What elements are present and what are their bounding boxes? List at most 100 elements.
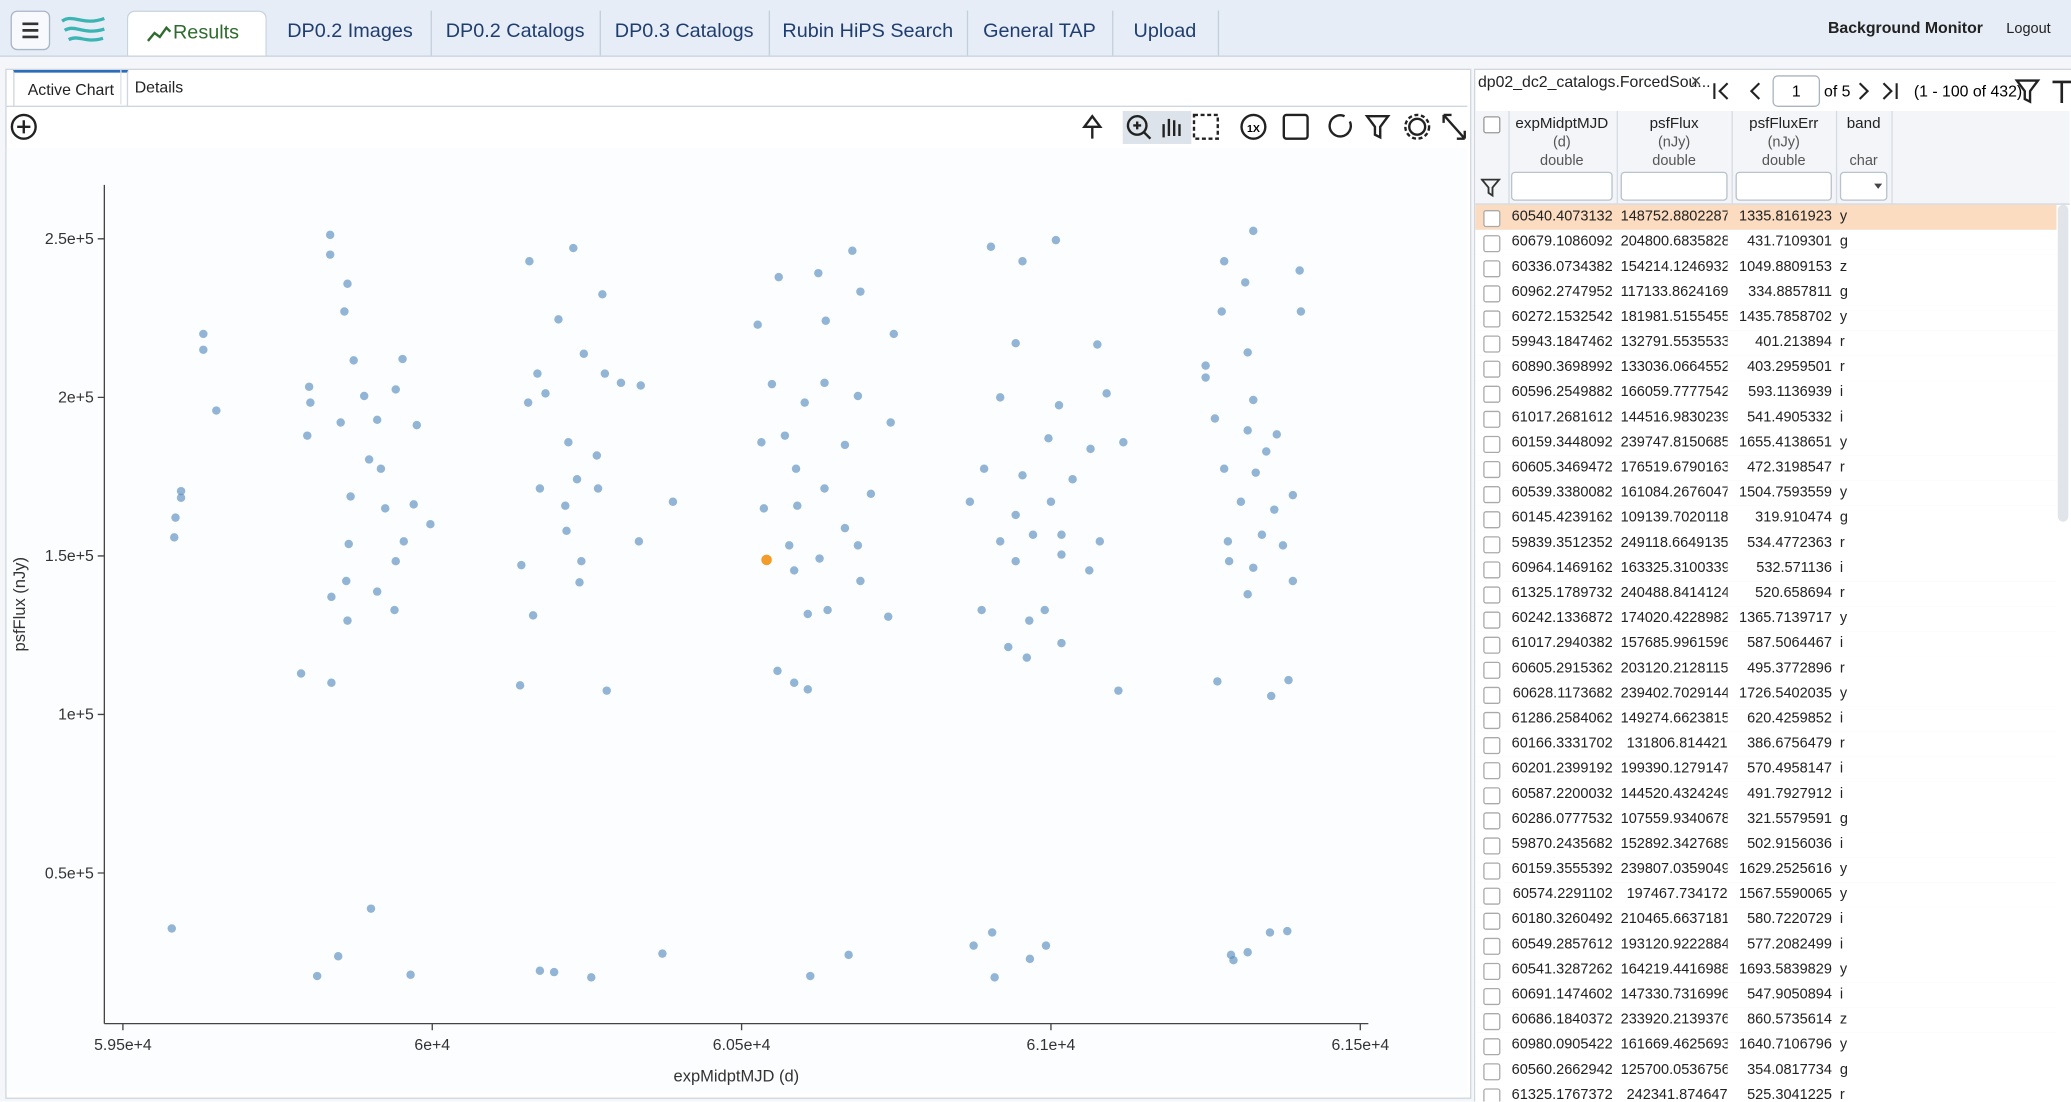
table-filter[interactable] bbox=[2014, 79, 2041, 104]
point[interactable] bbox=[199, 345, 208, 355]
point[interactable] bbox=[785, 541, 794, 550]
row-checkbox[interactable] bbox=[1483, 1013, 1501, 1031]
row-checkbox[interactable] bbox=[1483, 787, 1501, 805]
point[interactable] bbox=[1272, 430, 1281, 439]
point[interactable] bbox=[515, 681, 525, 690]
point[interactable] bbox=[990, 973, 999, 982]
point[interactable] bbox=[1243, 348, 1252, 357]
point[interactable] bbox=[1119, 438, 1128, 447]
point[interactable] bbox=[767, 379, 777, 389]
row-checkbox[interactable] bbox=[1483, 310, 1501, 328]
point[interactable] bbox=[306, 398, 315, 407]
row-checkbox[interactable] bbox=[1483, 862, 1501, 880]
point[interactable] bbox=[853, 391, 863, 401]
row-checkbox[interactable] bbox=[1483, 460, 1501, 479]
point[interactable] bbox=[525, 257, 534, 266]
point[interactable] bbox=[176, 493, 186, 502]
point[interactable] bbox=[668, 497, 678, 506]
table-row[interactable] bbox=[1475, 756, 2057, 784]
point[interactable] bbox=[600, 369, 610, 378]
select-all[interactable] bbox=[1483, 116, 1501, 134]
point[interactable] bbox=[376, 464, 386, 473]
panel-tab[interactable]: Active Chart bbox=[13, 70, 129, 107]
row-checkbox[interactable] bbox=[1483, 536, 1501, 554]
table-row[interactable] bbox=[1475, 530, 2057, 558]
point[interactable] bbox=[886, 418, 895, 427]
point[interactable] bbox=[1257, 530, 1267, 539]
nav-tab[interactable]: DP0.3 Catalogs bbox=[600, 10, 771, 56]
table-row[interactable] bbox=[1475, 1083, 2057, 1102]
point[interactable] bbox=[1040, 605, 1049, 615]
point[interactable] bbox=[821, 316, 830, 325]
point[interactable] bbox=[602, 686, 611, 695]
point[interactable] bbox=[1288, 576, 1298, 586]
column-filter[interactable] bbox=[1839, 171, 1888, 201]
point[interactable] bbox=[167, 924, 177, 933]
point[interactable] bbox=[1057, 638, 1066, 648]
table-row[interactable] bbox=[1475, 430, 2057, 457]
point[interactable] bbox=[969, 941, 978, 950]
point[interactable] bbox=[1224, 556, 1234, 566]
point[interactable] bbox=[1219, 257, 1229, 266]
point[interactable] bbox=[977, 605, 986, 615]
row-checkbox[interactable] bbox=[1483, 937, 1501, 955]
point[interactable] bbox=[399, 537, 409, 546]
point[interactable] bbox=[987, 928, 997, 937]
row-checkbox[interactable] bbox=[1483, 1088, 1501, 1102]
point[interactable] bbox=[1210, 414, 1220, 423]
point[interactable] bbox=[1249, 395, 1258, 405]
point[interactable] bbox=[789, 678, 799, 687]
point[interactable] bbox=[774, 272, 783, 282]
point[interactable] bbox=[535, 966, 545, 975]
point[interactable] bbox=[856, 576, 865, 586]
row-checkbox[interactable] bbox=[1483, 661, 1501, 679]
nav-tab[interactable]: Upload bbox=[1112, 10, 1220, 56]
point[interactable] bbox=[523, 398, 533, 407]
save-icon[interactable] bbox=[1282, 113, 1309, 140]
point[interactable] bbox=[1243, 948, 1252, 957]
row-checkbox[interactable] bbox=[1483, 511, 1501, 529]
pan-icon[interactable] bbox=[1162, 118, 1181, 138]
menu-button[interactable] bbox=[10, 10, 51, 51]
point[interactable] bbox=[793, 501, 802, 510]
point[interactable] bbox=[856, 287, 865, 296]
point[interactable] bbox=[1270, 505, 1279, 514]
point[interactable] bbox=[592, 451, 602, 460]
column-filter[interactable] bbox=[1620, 171, 1728, 201]
point[interactable] bbox=[757, 438, 766, 447]
point[interactable] bbox=[1018, 471, 1027, 480]
row-checkbox[interactable] bbox=[1483, 962, 1501, 981]
close-tab[interactable]: × bbox=[1690, 70, 1702, 92]
row-checkbox[interactable] bbox=[1483, 887, 1501, 905]
point[interactable] bbox=[1011, 556, 1020, 566]
point[interactable] bbox=[327, 592, 336, 602]
row-checkbox[interactable] bbox=[1483, 385, 1501, 403]
point[interactable] bbox=[803, 685, 813, 694]
point[interactable] bbox=[572, 475, 582, 484]
point[interactable] bbox=[372, 415, 382, 425]
row-checkbox[interactable] bbox=[1483, 360, 1501, 378]
row-checkbox[interactable] bbox=[1483, 611, 1501, 629]
point[interactable] bbox=[1288, 490, 1298, 500]
row-checkbox[interactable] bbox=[1483, 812, 1501, 830]
column-name[interactable]: psfFlux bbox=[1649, 116, 1699, 133]
point[interactable] bbox=[343, 279, 352, 288]
point[interactable] bbox=[398, 354, 407, 364]
point[interactable] bbox=[391, 556, 400, 566]
point[interactable] bbox=[789, 566, 799, 575]
row-checkbox[interactable] bbox=[1483, 737, 1501, 755]
point[interactable] bbox=[1223, 537, 1233, 546]
point[interactable] bbox=[587, 973, 596, 982]
point[interactable] bbox=[815, 554, 824, 563]
point[interactable] bbox=[1086, 444, 1095, 454]
point[interactable] bbox=[212, 406, 221, 415]
point[interactable] bbox=[889, 329, 899, 339]
point[interactable] bbox=[1054, 401, 1064, 410]
point[interactable] bbox=[577, 556, 586, 566]
point[interactable] bbox=[333, 952, 343, 961]
point[interactable] bbox=[884, 612, 893, 621]
point[interactable] bbox=[296, 669, 306, 678]
point[interactable] bbox=[820, 484, 829, 493]
point[interactable] bbox=[840, 440, 850, 450]
point[interactable] bbox=[1011, 510, 1020, 520]
